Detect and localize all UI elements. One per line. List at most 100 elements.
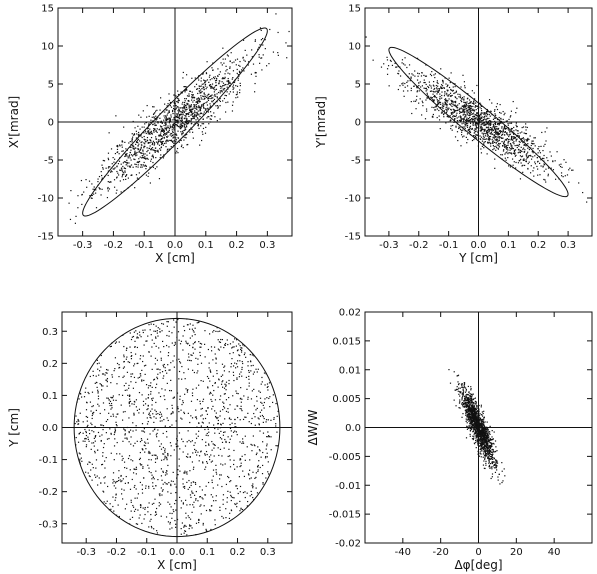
data-point — [112, 395, 114, 397]
data-point — [131, 355, 133, 357]
data-point — [468, 108, 471, 110]
data-point — [429, 84, 431, 86]
data-point — [160, 515, 162, 517]
data-point — [144, 143, 146, 145]
data-point — [161, 143, 163, 145]
data-point — [484, 124, 486, 127]
data-point — [515, 112, 517, 114]
data-point — [235, 363, 238, 365]
data-point — [498, 116, 500, 119]
data-point — [223, 62, 225, 64]
data-point — [528, 161, 530, 163]
data-point — [152, 482, 154, 484]
data-point — [189, 456, 191, 458]
data-point — [505, 138, 507, 141]
data-point — [156, 456, 158, 458]
data-point — [184, 524, 186, 526]
data-point — [124, 482, 126, 484]
data-point — [190, 118, 192, 120]
data-point — [489, 132, 491, 134]
data-point — [426, 94, 428, 96]
data-point — [128, 430, 130, 433]
data-point — [134, 401, 136, 403]
data-point — [511, 138, 513, 140]
data-point — [128, 155, 130, 157]
data-point — [219, 474, 221, 476]
data-point — [133, 363, 136, 365]
data-point — [191, 461, 194, 463]
data-point — [249, 495, 251, 497]
data-point — [544, 179, 546, 181]
data-point — [488, 136, 490, 138]
data-point — [158, 135, 160, 137]
data-point — [159, 503, 162, 505]
data-point — [117, 172, 119, 174]
data-point — [467, 129, 469, 131]
data-point — [177, 119, 179, 121]
data-point — [151, 386, 153, 388]
data-point — [107, 174, 109, 177]
data-point — [266, 443, 268, 445]
data-point — [175, 141, 177, 143]
data-point — [194, 86, 196, 88]
data-point — [166, 473, 168, 475]
data-point — [160, 357, 162, 359]
data-point — [496, 118, 499, 121]
data-point — [493, 146, 495, 148]
data-point — [467, 111, 469, 113]
data-point — [157, 116, 159, 119]
data-point — [480, 113, 482, 115]
data-point — [165, 118, 167, 120]
data-point — [200, 380, 202, 382]
data-point — [125, 148, 127, 150]
data-point — [501, 141, 503, 143]
data-point — [139, 481, 141, 484]
data-point — [91, 423, 93, 426]
data-point — [140, 375, 142, 377]
data-point — [197, 435, 199, 437]
data-point — [93, 186, 95, 188]
data-point — [455, 105, 457, 107]
data-point — [200, 112, 202, 114]
data-point — [198, 460, 200, 462]
data-point — [99, 412, 101, 415]
data-point — [140, 135, 142, 137]
data-point — [473, 109, 475, 111]
data-point — [116, 441, 118, 444]
data-point — [128, 401, 130, 404]
data-point — [134, 163, 136, 165]
data-point — [479, 102, 481, 104]
data-point — [445, 100, 448, 102]
data-point — [530, 155, 532, 157]
data-point — [490, 123, 492, 125]
data-point — [96, 381, 98, 384]
data-point — [148, 458, 150, 461]
data-point — [497, 127, 500, 130]
data-point — [481, 105, 483, 107]
data-point — [197, 363, 199, 365]
data-point — [152, 485, 154, 487]
data-point — [425, 75, 428, 77]
data-point — [104, 460, 106, 462]
data-point — [215, 495, 217, 497]
data-point — [200, 95, 202, 97]
data-point — [434, 96, 436, 98]
data-point — [166, 334, 168, 337]
data-point — [438, 109, 440, 112]
data-point — [404, 64, 406, 66]
data-point — [150, 141, 152, 143]
data-point — [189, 106, 191, 108]
data-point — [480, 437, 482, 439]
data-point — [258, 449, 261, 451]
data-point — [193, 117, 195, 120]
data-point — [222, 464, 224, 466]
data-point — [215, 84, 218, 86]
data-point — [528, 138, 530, 141]
data-point — [204, 109, 207, 111]
data-point — [471, 127, 473, 130]
data-point — [504, 131, 506, 133]
data-point — [241, 368, 243, 371]
data-point — [407, 90, 409, 92]
data-point — [163, 130, 165, 132]
data-point — [223, 431, 225, 433]
